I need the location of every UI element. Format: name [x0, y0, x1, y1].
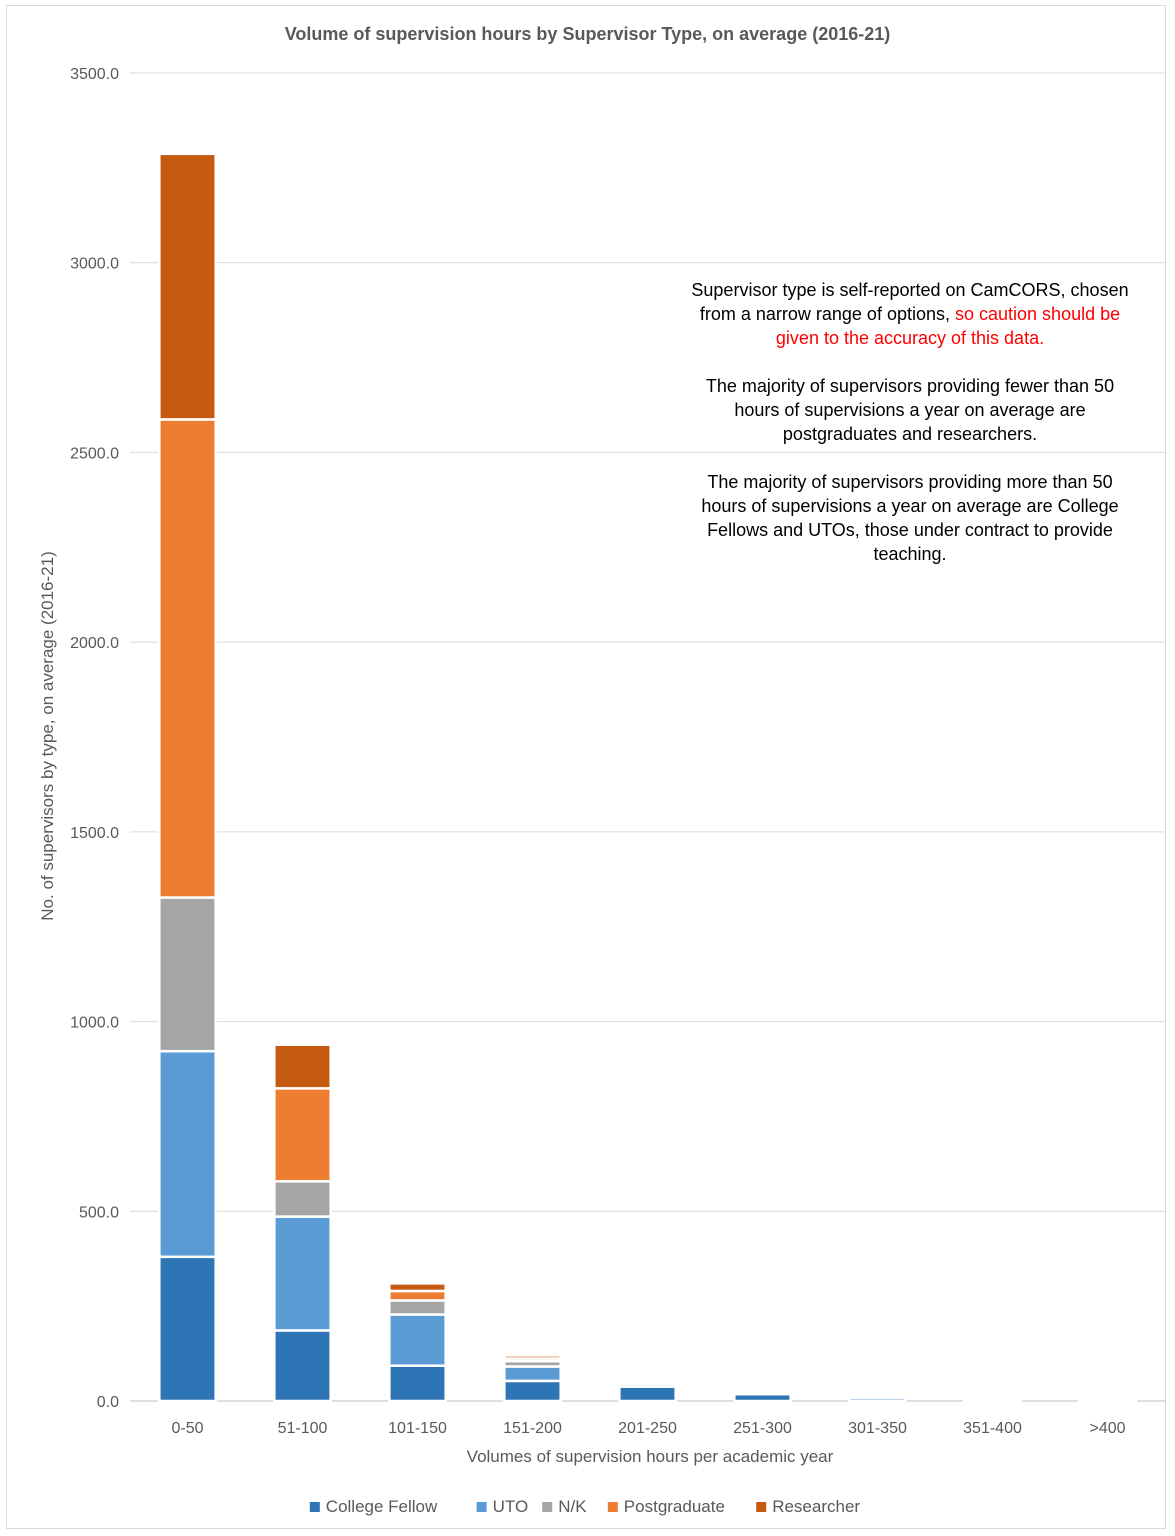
chart-border: [6, 5, 1166, 1529]
chart-title: Volume of supervision hours by Superviso…: [284, 24, 891, 44]
legend: College Fellow UTO N/K Postgraduate Research…: [309, 1497, 860, 1516]
bar-segment: [388, 1299, 447, 1316]
y-tick-label: 3500.0: [70, 66, 119, 83]
bar-segment: [273, 1087, 332, 1183]
legend-label: Postgraduate: [624, 1497, 725, 1516]
bar-segment: [388, 1289, 447, 1302]
legend-swatch: [756, 1502, 767, 1512]
legend-swatch: [309, 1502, 320, 1512]
x-tick-label: 201-250: [618, 1420, 677, 1437]
x-tick-label: 101-150: [388, 1420, 447, 1437]
y-tick-label: 2500.0: [70, 445, 119, 462]
legend-label: Researcher: [772, 1497, 860, 1516]
note-paragraph-1: Supervisor type is self-reported on CamC…: [690, 278, 1130, 350]
y-tick-label: 1000.0: [70, 1015, 119, 1032]
legend-swatch: [476, 1502, 487, 1512]
y-tick-label: 0.0: [97, 1394, 119, 1411]
bar-segment: [273, 1180, 332, 1218]
note-warning-text: so caution should be given to the accura…: [775, 304, 1121, 348]
x-tick-label: 151-200: [503, 1420, 562, 1437]
legend-label: UTO: [493, 1497, 529, 1516]
x-tick-label: >400: [1089, 1420, 1125, 1437]
x-tick-label: 251-300: [733, 1420, 792, 1437]
bar-segment: [733, 1391, 792, 1395]
note-text-1: Supervisor type is self-reported on CamC…: [691, 280, 1129, 324]
bar-segment: [618, 1385, 677, 1403]
legend-swatch: [542, 1502, 553, 1512]
bar-segment: [158, 1255, 217, 1403]
bar-segment: [848, 1396, 907, 1400]
bar-segment: [963, 1398, 1022, 1402]
y-tick-label: 2000.0: [70, 635, 119, 652]
bar-segment: [503, 1379, 562, 1403]
y-axis-title: No. of supervisors by type, on average (…: [38, 551, 57, 920]
bar-segment: [273, 1329, 332, 1403]
x-tick-label: 0-50: [171, 1420, 203, 1437]
annotation-note: Supervisor type is self-reported on CamC…: [690, 278, 1130, 590]
legend-label: College Fellow: [326, 1497, 438, 1516]
bar-segment: [158, 418, 217, 899]
note-paragraph-2: The majority of supervisors providing fe…: [705, 376, 1115, 444]
bar-segment: [388, 1313, 447, 1367]
bar-segment: [158, 152, 217, 421]
bar-segment: [388, 1282, 447, 1293]
bar-segment: [618, 1380, 677, 1384]
bar-segment: [273, 1215, 332, 1332]
bar-segment: [273, 1043, 332, 1090]
note-paragraph-3: The majority of supervisors providing mo…: [701, 472, 1119, 564]
x-axis-title: Volumes of supervision hours per academi…: [467, 1447, 834, 1466]
x-tick-label: 51-100: [278, 1420, 328, 1437]
y-axis-ticks: 0.0 500.0 1000.0 1500.0 2000.0 2500.0 3000.0 35…: [70, 66, 119, 1411]
x-tick-label: 301-350: [848, 1420, 907, 1437]
y-tick-label: 1500.0: [70, 825, 119, 842]
bar-segment: [158, 896, 217, 1053]
x-tick-label: 351-400: [963, 1420, 1022, 1437]
x-axis-ticks: 0-50 51-100 101-150 151-200 201-250 251-300 30…: [171, 1420, 1125, 1437]
bar-segment: [158, 1049, 217, 1259]
y-tick-label: 500.0: [79, 1204, 119, 1221]
bars: [158, 152, 1137, 1403]
bar-segment: [503, 1354, 562, 1360]
bar-segment: [388, 1364, 447, 1403]
legend-label: N/K: [558, 1497, 587, 1516]
legend-swatch: [607, 1502, 618, 1512]
bar-segment: [503, 1365, 562, 1383]
bar-segment: [1078, 1398, 1137, 1402]
y-tick-label: 3000.0: [70, 256, 119, 273]
